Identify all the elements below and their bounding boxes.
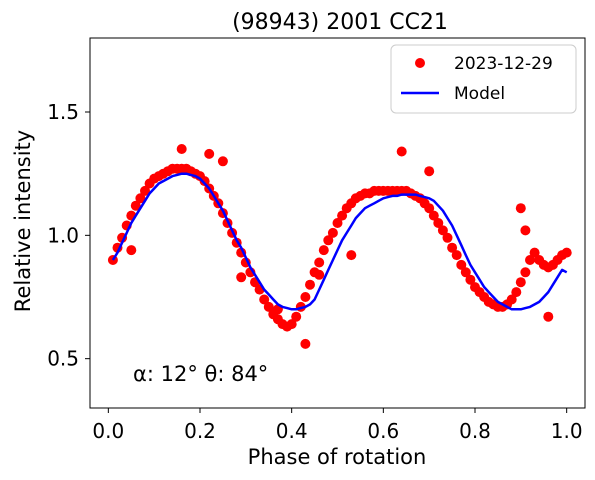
data-point (515, 203, 526, 214)
data-point (520, 225, 531, 236)
y-axis-ticks: 0.5 1.0 1.5 (47, 100, 90, 371)
data-point (437, 225, 448, 236)
data-point (424, 166, 435, 177)
data-point (217, 156, 228, 167)
data-point (506, 294, 517, 305)
axes-frame (89, 37, 586, 409)
data-point (433, 218, 444, 228)
data-point (135, 193, 146, 204)
x-tick-label: 1.0 (551, 419, 583, 443)
phase-angle-annotation: α: 12° θ: 84° (133, 362, 268, 386)
data-point (543, 311, 554, 322)
data-point (300, 338, 311, 349)
data-point (300, 292, 311, 302)
x-tick-label: 0.0 (92, 419, 124, 443)
data-point (327, 227, 338, 238)
y-axis-label: Relative intensity (11, 130, 35, 312)
x-tick-label: 0.6 (367, 419, 399, 443)
data-point (314, 257, 325, 268)
data-point (204, 148, 215, 159)
model-line-layer (111, 172, 568, 311)
chart-title: (98943) 2001 CC21 (232, 10, 448, 35)
data-point (529, 247, 540, 258)
legend-label-model: Model (454, 84, 505, 104)
data-point (447, 242, 458, 253)
data-point (259, 294, 270, 305)
x-tick-label: 0.8 (459, 419, 491, 443)
data-point (442, 232, 453, 243)
x-tick-label: 0.2 (184, 419, 216, 443)
legend: 2023-12-29 Model (390, 44, 577, 114)
data-point (130, 200, 141, 211)
y-tick-label: 1.0 (47, 223, 79, 247)
x-axis-ticks: 0.0 0.2 0.4 0.6 0.8 1.0 (92, 408, 583, 443)
data-point (451, 250, 462, 261)
data-point (318, 245, 329, 256)
legend-label-observations: 2023-12-29 (454, 54, 553, 74)
data-point (515, 277, 526, 288)
data-point (199, 176, 210, 187)
data-point (332, 218, 343, 228)
data-point (525, 255, 535, 265)
legend-marker-observations (415, 58, 425, 68)
y-tick-label: 0.5 (47, 347, 79, 371)
model-line (111, 172, 568, 311)
data-point (314, 269, 325, 280)
data-point (140, 185, 150, 196)
x-axis-label: Phase of rotation (248, 445, 427, 469)
data-point (561, 247, 572, 258)
y-tick-label: 1.5 (47, 100, 79, 124)
data-point (428, 210, 439, 221)
data-point (176, 144, 187, 154)
data-point (520, 267, 531, 278)
data-point (424, 203, 435, 214)
legend-box (390, 44, 577, 114)
data-point (511, 287, 522, 298)
data-point (126, 245, 137, 256)
data-point (465, 274, 476, 285)
data-point (337, 210, 348, 221)
data-point (305, 279, 315, 290)
data-point (346, 250, 357, 261)
data-point (396, 146, 407, 157)
data-point (236, 272, 247, 283)
data-point (286, 319, 297, 330)
data-point (456, 259, 467, 270)
data-point (323, 235, 334, 246)
data-point (263, 301, 274, 312)
data-point (460, 267, 471, 278)
plot-area (89, 37, 586, 409)
scatter-points-layer (107, 144, 572, 349)
x-tick-label: 0.4 (276, 419, 308, 443)
data-point (291, 311, 302, 322)
